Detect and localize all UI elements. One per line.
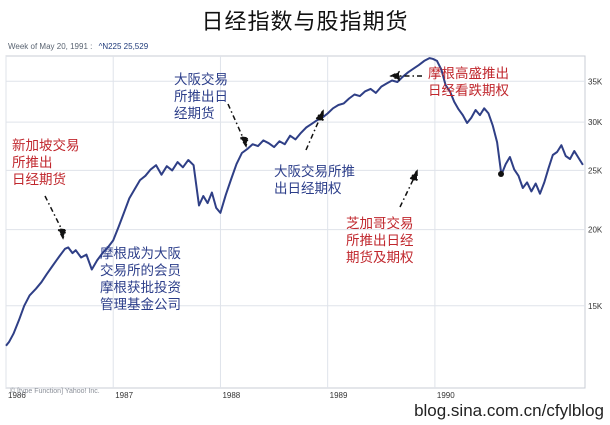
y-tick-label: 15K — [588, 302, 603, 311]
arrow-singapore — [44, 195, 64, 233]
arrow-chicago-head — [408, 169, 418, 183]
annotation-morgan-goldman: 摩根高盛推出 日经看跌期权 — [428, 66, 509, 99]
plot-area — [5, 55, 586, 389]
y-tick-label: 30K — [588, 118, 603, 127]
chart-header: Week of May 20, 1991 : ^N225 25,529 — [8, 42, 148, 51]
annotation-morgan-member: 摩根成为大阪 交易所的会员 摩根获批投资 管理基金公司 — [100, 246, 181, 313]
x-tick-label: 1988 — [222, 391, 240, 400]
y-tick-label: 25K — [588, 166, 603, 175]
week-label: Week of May 20, 1991 : — [8, 42, 93, 51]
watermark: blog.sina.com.cn/cfylblog — [414, 401, 604, 420]
arrow-singapore-head — [56, 228, 68, 240]
symbol-label: ^N225 25,529 — [98, 42, 149, 51]
annotation-osaka-options: 大阪交易所推 出日经期权 — [274, 164, 355, 197]
x-tick-label: 1989 — [330, 391, 348, 400]
annotation-chicago: 芝加哥交易 所推出日经 期货及期权 — [346, 216, 414, 266]
y-tick-label: 20K — [588, 226, 603, 235]
x-tick-label: 1986 — [8, 391, 26, 400]
annotation-singapore: 新加坡交易 所推出 日经期货 — [12, 138, 80, 188]
chart-title: 日经指数与股指期货 — [201, 10, 409, 35]
arrow-osaka-futures-head — [238, 136, 249, 148]
arrow-morgan-goldman-head — [389, 70, 400, 82]
annotation-osaka-futures: 大阪交易 所推出日 经期货 — [174, 72, 228, 122]
x-tick-label: 1987 — [115, 391, 133, 400]
arrow-chicago — [399, 177, 415, 208]
arrow-osaka-options-head — [314, 109, 324, 123]
series-line-n225 — [5, 57, 584, 347]
copyright-footer: © [type Function] Yahoo! Inc. — [10, 388, 100, 395]
last-point-marker — [498, 171, 504, 177]
arrow-osaka-options — [305, 117, 321, 151]
y-tick-label: 35K — [588, 77, 603, 86]
x-tick-label: 1990 — [437, 391, 455, 400]
